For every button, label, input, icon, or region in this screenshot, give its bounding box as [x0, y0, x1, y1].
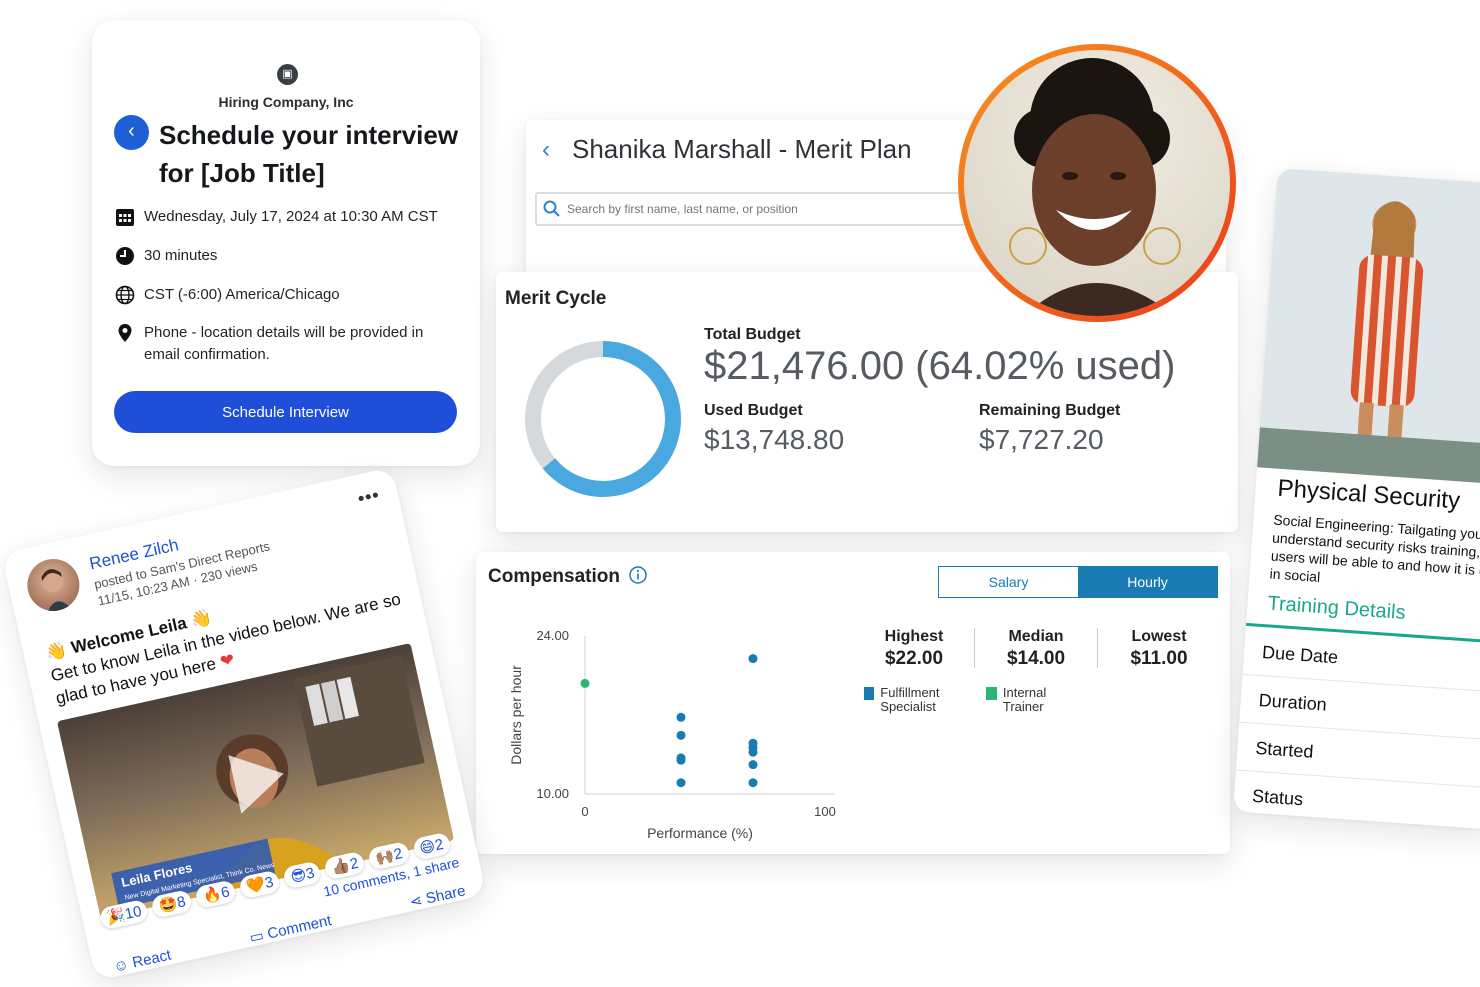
legend-swatch — [986, 687, 997, 700]
location-row: Phone - location details will be provide… — [114, 322, 444, 366]
compensation-scatter-chart: 24.00 10.00 0 100 Performance (%) Dollars per… — [508, 628, 836, 841]
company-logo-icon: ▣ — [277, 64, 298, 85]
training-photo — [1257, 168, 1480, 486]
comment-button[interactable]: ▭ Comment — [248, 911, 333, 947]
interview-location: Phone - location details will be provide… — [144, 324, 424, 363]
interview-timezone: CST (-6:00) America/Chicago — [144, 286, 340, 303]
stat-lowest: Lowest $11.00 — [1104, 628, 1214, 670]
interview-duration: 30 minutes — [144, 247, 218, 264]
merit-cycle-heading: Merit Cycle — [505, 288, 607, 309]
data-point — [748, 778, 758, 788]
x-tick-label: 100 — [814, 804, 836, 819]
stat-value: $11.00 — [1130, 648, 1188, 669]
back-button[interactable]: ‹ — [114, 115, 149, 150]
legend-internal-trainer: Internal Trainer — [986, 686, 1076, 714]
stat-label: Highest — [884, 628, 944, 645]
legend-label: Internal Trainer — [1002, 685, 1047, 714]
legend-fulfillment-specialist: Fulfillment Specialist — [864, 686, 974, 714]
data-point — [748, 747, 758, 757]
training-card: Physical Security Social Engineering: Ta… — [1233, 168, 1480, 830]
author-avatar[interactable] — [22, 553, 85, 616]
share-button[interactable]: ⋖ Share — [408, 881, 467, 911]
more-options-icon[interactable]: ••• — [355, 484, 382, 509]
timezone-row: CST (-6:00) America/Chicago — [114, 284, 444, 306]
page-title: Schedule your interview for [Job Title] — [159, 120, 459, 188]
stat-divider — [1097, 628, 1098, 668]
date-row: Wednesday, July 17, 2024 at 10:30 AM CST — [114, 206, 444, 228]
share-label: Share — [424, 882, 468, 908]
duration-row: 30 minutes — [114, 245, 444, 267]
data-point — [676, 778, 686, 788]
calendar-icon — [114, 206, 136, 228]
share-icon: ⋖ — [408, 891, 424, 912]
legend-swatch — [864, 687, 875, 700]
x-axis-label: Performance (%) — [647, 825, 753, 841]
info-icon[interactable] — [629, 566, 647, 584]
total-budget-value: $21,476.00 (64.02% used) — [704, 344, 1176, 388]
stat-median: Median $14.00 — [981, 628, 1091, 670]
interview-date: Wednesday, July 17, 2024 at 10:30 AM CST — [144, 208, 438, 225]
y-tick-label: 24.00 — [536, 628, 569, 643]
donut-used-arc — [525, 341, 681, 497]
merit-cycle-panel: Merit Cycle Total Budget $21,476.00 (64.… — [496, 272, 1238, 532]
stat-divider — [974, 628, 975, 668]
clock-icon — [114, 245, 136, 267]
stat-label: Median — [1008, 628, 1064, 645]
data-point — [580, 678, 590, 688]
compensation-heading: Compensation — [488, 566, 647, 588]
tab-hourly[interactable]: Hourly — [1078, 567, 1217, 597]
training-details-tab[interactable]: Training Details — [1266, 592, 1407, 624]
data-point — [676, 755, 686, 765]
remaining-budget-value: $7,727.20 — [979, 424, 1104, 455]
comment-icon: ▭ — [247, 926, 266, 947]
tab-salary[interactable]: Salary — [939, 567, 1078, 597]
social-post-card: Renee Zilch posted to Sam's Direct Repor… — [1, 466, 487, 982]
training-description: Social Engineering: Tailgating you under… — [1269, 511, 1480, 585]
y-axis-label: Dollars per hour — [508, 665, 524, 765]
search-icon — [543, 200, 560, 217]
smiley-icon: ☺ — [111, 955, 131, 976]
search-input[interactable] — [567, 198, 1067, 220]
remaining-budget-label: Remaining Budget — [979, 402, 1121, 419]
company-name: Hiring Company, Inc — [218, 94, 354, 110]
stat-value: $22.00 — [884, 648, 944, 669]
data-point — [676, 730, 686, 740]
training-title: Physical Security — [1276, 474, 1461, 515]
globe-icon — [114, 284, 136, 306]
merit-plan-title: Shanika Marshall - Merit Plan — [572, 134, 912, 164]
pay-type-toggle: Salary Hourly — [938, 566, 1218, 598]
stat-label: Lowest — [1131, 628, 1187, 645]
play-icon — [228, 755, 284, 814]
location-pin-icon — [114, 322, 136, 344]
schedule-interview-card: ▣ Hiring Company, Inc ‹ Schedule your in… — [92, 20, 480, 466]
budget-donut-chart — [525, 341, 681, 497]
compensation-panel: Compensation Salary Hourly 24.00 10.00 0 10… — [476, 552, 1230, 854]
used-budget-label: Used Budget — [704, 402, 803, 419]
react-button[interactable]: ☺ React — [112, 946, 173, 976]
comment-label: Comment — [265, 911, 334, 943]
x-tick-label: 0 — [581, 804, 588, 819]
y-tick-label: 10.00 — [536, 786, 569, 801]
data-point — [748, 654, 758, 664]
heart-icon: ❤ — [218, 649, 237, 672]
react-label: React — [130, 946, 173, 972]
portrait-photo — [1009, 58, 1181, 316]
total-budget-label: Total Budget — [704, 326, 801, 343]
schedule-interview-button[interactable]: Schedule Interview — [114, 391, 457, 433]
back-chevron-icon[interactable]: ‹ — [542, 136, 550, 163]
stat-value: $14.00 — [1006, 648, 1066, 669]
data-point — [676, 712, 686, 722]
stat-highest: Highest $22.00 — [859, 628, 969, 670]
data-point — [748, 760, 758, 770]
wave-icon: 👋 — [188, 607, 214, 631]
legend-label: Fulfillment Specialist — [880, 685, 940, 714]
wave-icon: 👋 — [44, 639, 69, 663]
compensation-title: Compensation — [488, 566, 620, 587]
employee-avatar — [958, 44, 1236, 322]
used-budget-value: $13,748.80 — [704, 424, 845, 455]
